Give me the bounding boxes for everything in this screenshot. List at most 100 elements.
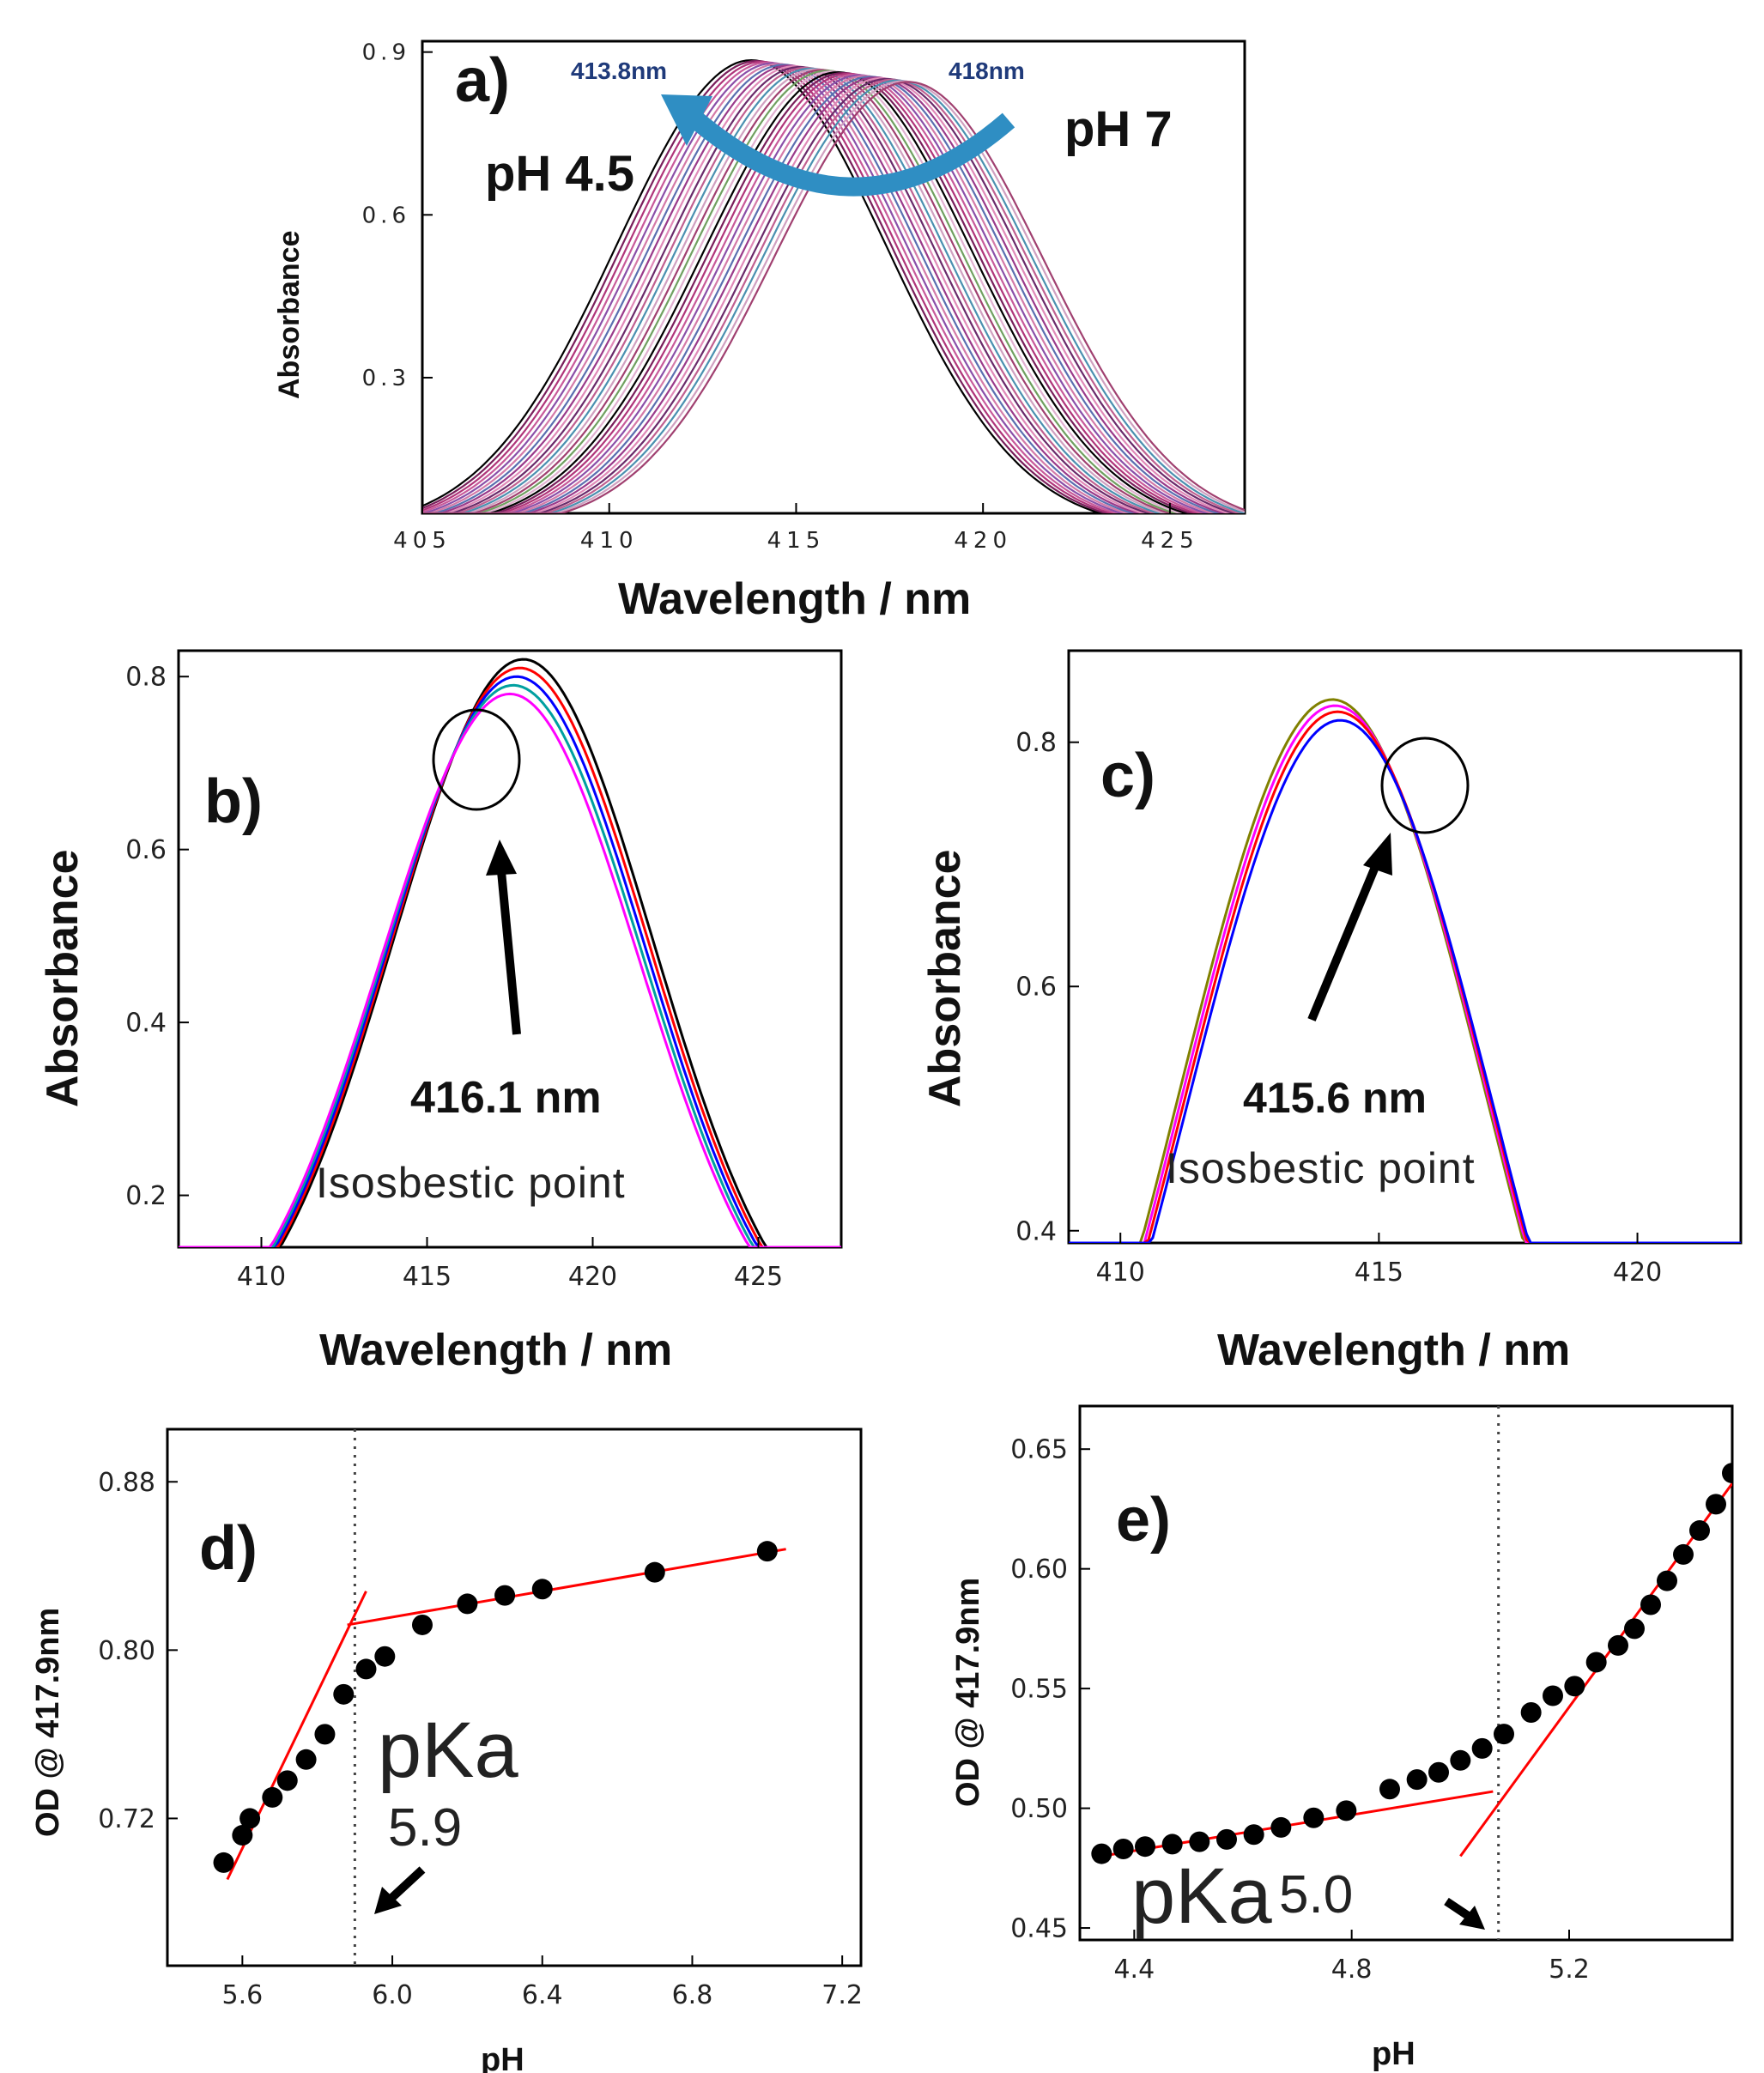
- panel-d-xlabel: pH: [481, 2042, 524, 2073]
- panel-a-ph-left: pH 4.5: [485, 146, 634, 202]
- panel-b-spectrum-line: [179, 675, 841, 1247]
- panel-d-data-point: [644, 1561, 665, 1583]
- panel-e-ytick-label: 0.65: [1010, 1435, 1068, 1465]
- panel-d-label: d): [199, 1514, 258, 1583]
- panel-e-data-point: [1706, 1494, 1726, 1515]
- panel-a-spectrum-line: [422, 75, 1245, 513]
- panel-e-ylabel: OD @ 417.9nm: [950, 1578, 986, 1807]
- panel-c-ylabel: Absorbance: [920, 849, 970, 1107]
- panel-e-ytick-label: 0.55: [1010, 1675, 1068, 1705]
- panel-d-ytick-label: 0.88: [98, 1468, 155, 1498]
- panel-a-spectrum-line: [422, 80, 1245, 513]
- panel-b-isosbestic-text: Isosbestic point: [316, 1159, 626, 1207]
- panel-e-data-point: [1640, 1594, 1661, 1615]
- panel-e-xlabel: pH: [1372, 2036, 1415, 2072]
- panel-e-data-point: [1135, 1836, 1155, 1858]
- panel-a-spectrum-line: [422, 78, 1245, 513]
- panel-a-xlabel: Wavelength / nm: [618, 574, 971, 624]
- panel-a-xtick-label: 405: [393, 528, 452, 554]
- panel-c-arrow: [1307, 865, 1379, 1021]
- panel-a-xtick-label: 410: [580, 528, 639, 554]
- panel-c-spectrum-line: [1069, 718, 1741, 1243]
- panel-e-fit-line: [1101, 1790, 1494, 1858]
- panel-e-fit-lines: [1101, 1481, 1732, 1858]
- panel-c-arrow-head: [1363, 833, 1392, 876]
- panel-d-xtick-label: 6.0: [372, 1980, 413, 2010]
- panel-b-xtick-label: 420: [568, 1262, 617, 1292]
- panel-b-xlabel: Wavelength / nm: [319, 1325, 672, 1375]
- panel-d-arrow-head: [374, 1887, 402, 1914]
- panel-c-spectra: [1069, 698, 1741, 1243]
- panel-b-arrow: [497, 870, 521, 1035]
- panel-d-data-point: [314, 1724, 336, 1745]
- panel-a: 405 410 415 420 425 0.3 0.6 0.9 a) 413.8nm 418…: [273, 39, 1246, 624]
- panel-e-xtick-label: 5.2: [1549, 1955, 1590, 1985]
- panel-d-data-point: [756, 1541, 778, 1562]
- panel-d-frame: [166, 1427, 863, 1967]
- panel-a-spectrum-line: [422, 71, 1245, 513]
- panel-b-xtick-label: 425: [734, 1262, 783, 1292]
- panel-b-ylabel: Absorbance: [38, 849, 88, 1107]
- panel-a-ytick-label: 0.6: [362, 203, 410, 228]
- panel-e-data-point: [1091, 1843, 1112, 1864]
- panel-a-xtick-label: 420: [954, 528, 1012, 554]
- panel-a-spectrum-line: [422, 77, 1245, 513]
- panel-d-data-point: [295, 1749, 317, 1770]
- panel-a-spectrum-line: [422, 64, 1245, 513]
- panel-c: 410 415 420 0.4 0.6 0.8 c) 415.6 nm Isosbest…: [920, 649, 1743, 1375]
- panel-b-ytick-label: 0.6: [125, 835, 167, 865]
- panel-d-xtick-label: 6.8: [672, 1980, 713, 2010]
- panel-a-spectrum-line: [422, 58, 1245, 513]
- panel-a-spectrum-line: [422, 74, 1245, 513]
- panel-e-arrow-head: [1459, 1906, 1485, 1930]
- panel-d: 5.6 6.0 6.4 6.8 7.2 0.720.800.88 d) pKa 5.9 …: [30, 1427, 863, 2073]
- panel-b-spectrum-line: [179, 683, 841, 1247]
- panel-a-spectrum-line: [422, 62, 1245, 513]
- panel-d-xtick-label: 5.6: [221, 1980, 263, 2010]
- panel-a-peak-left: 413.8nm: [571, 58, 667, 84]
- panel-d-data-point: [333, 1683, 355, 1705]
- panel-d-data-point: [531, 1579, 553, 1600]
- panel-e-ytick-label: 0.60: [1010, 1555, 1068, 1585]
- panel-e-data-point: [1406, 1769, 1428, 1791]
- panel-d-pka-value: 5.9: [388, 1798, 462, 1858]
- panel-b-frame: [177, 649, 843, 1249]
- panel-d-arrow: [385, 1866, 426, 1905]
- panel-d-fit-line: [347, 1548, 786, 1627]
- panel-b: 410 415 420 425 0.2 0.4 0.6 0.8 b) 416.1 nm Is…: [38, 649, 843, 1375]
- panel-e-label: e): [1116, 1486, 1171, 1555]
- panel-a-xtick-label: 425: [1141, 528, 1199, 554]
- panel-e-data-point: [1379, 1779, 1400, 1800]
- panel-a-spectrum-line: [422, 73, 1245, 513]
- panel-e-data-point: [1428, 1761, 1449, 1783]
- panel-d-ytick-label: 0.72: [98, 1804, 155, 1834]
- panel-d-xtick-label: 6.4: [522, 1980, 563, 2010]
- panel-c-xtick-label: 420: [1613, 1258, 1662, 1288]
- panel-e-data-point: [1112, 1839, 1134, 1860]
- panel-d-data-point: [411, 1614, 433, 1635]
- panel-d-data-point: [355, 1658, 377, 1680]
- panel-b-spectra: [179, 658, 841, 1247]
- panel-a-spectrum-line: [422, 79, 1245, 513]
- panel-b-ytick-label: 0.8: [125, 663, 167, 693]
- panel-c-xtick-label: 415: [1355, 1258, 1403, 1288]
- panel-e-data-point: [1608, 1634, 1628, 1656]
- panel-b-ytick-label: 0.4: [125, 1009, 167, 1039]
- panel-b-spectrum-line: [179, 658, 841, 1247]
- panel-e-data-point: [1270, 1816, 1292, 1838]
- panel-d-data-point: [276, 1770, 298, 1791]
- panel-d-data-point: [232, 1825, 253, 1846]
- panel-a-spectrum-line: [422, 76, 1245, 513]
- panel-e-data-point: [1722, 1463, 1732, 1484]
- panel-e: 4.4 4.8 5.2 0.45 0.50 0.55 0.60 0.65 e) pKa 5.…: [950, 1404, 1734, 2072]
- panel-c-label: c): [1100, 742, 1155, 810]
- panel-a-spectra: [422, 58, 1245, 513]
- panel-d-ytick-label: 0.80: [98, 1636, 155, 1666]
- panel-a-ylabel: Absorbance: [273, 231, 306, 400]
- panel-e-data-point: [1657, 1570, 1677, 1591]
- panel-e-ytick-label: 0.50: [1010, 1794, 1068, 1824]
- panel-b-isosbestic-value: 416.1 nm: [410, 1073, 602, 1123]
- panel-a-ph-right: pH 7: [1064, 101, 1173, 157]
- panel-a-spectrum-line: [422, 70, 1245, 513]
